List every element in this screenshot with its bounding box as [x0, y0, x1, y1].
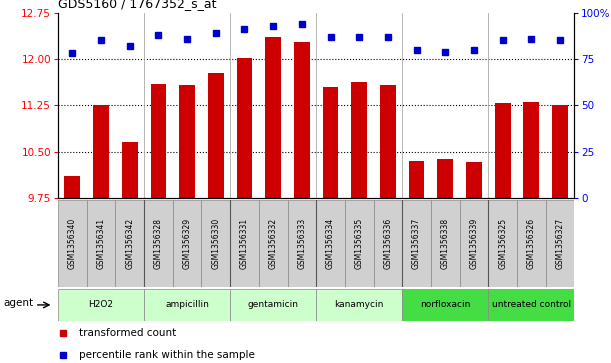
Bar [65, 176, 80, 198]
Bar [144, 200, 173, 287]
Bar [459, 200, 488, 287]
Text: GSM1356325: GSM1356325 [498, 218, 507, 269]
Text: GSM1356332: GSM1356332 [269, 218, 277, 269]
Text: GSM1356327: GSM1356327 [555, 218, 565, 269]
Bar [316, 200, 345, 287]
Bar [202, 200, 230, 287]
Text: GSM1356336: GSM1356336 [383, 217, 392, 269]
Text: kanamycin: kanamycin [335, 301, 384, 309]
Bar [230, 200, 259, 287]
Bar [58, 200, 87, 287]
Text: GSM1356329: GSM1356329 [183, 218, 192, 269]
Bar [144, 289, 230, 321]
Text: transformed count: transformed count [79, 328, 176, 338]
Bar [173, 200, 202, 287]
Text: GSM1356341: GSM1356341 [97, 218, 106, 269]
Bar [431, 200, 459, 287]
Bar [488, 289, 574, 321]
Bar [294, 42, 310, 198]
Bar [409, 161, 425, 198]
Bar [58, 289, 144, 321]
Bar [495, 103, 511, 198]
Text: H2O2: H2O2 [89, 301, 114, 309]
Text: GSM1356331: GSM1356331 [240, 218, 249, 269]
Bar [208, 73, 224, 198]
Bar [524, 102, 539, 198]
Bar [265, 37, 281, 198]
Text: percentile rank within the sample: percentile rank within the sample [79, 350, 255, 360]
Text: GSM1356328: GSM1356328 [154, 218, 163, 269]
Text: ampicillin: ampicillin [165, 301, 209, 309]
Text: GDS5160 / 1767352_s_at: GDS5160 / 1767352_s_at [58, 0, 216, 10]
Bar [236, 58, 252, 198]
Bar [402, 289, 488, 321]
Text: GSM1356340: GSM1356340 [68, 217, 77, 269]
Bar [466, 162, 482, 198]
Bar [87, 200, 115, 287]
Bar [122, 142, 137, 198]
Bar [93, 105, 109, 198]
Text: GSM1356342: GSM1356342 [125, 218, 134, 269]
Text: GSM1356338: GSM1356338 [441, 218, 450, 269]
Bar [402, 200, 431, 287]
Text: GSM1356337: GSM1356337 [412, 217, 421, 269]
Bar [150, 84, 166, 198]
Bar [323, 87, 338, 198]
Bar [488, 200, 517, 287]
Bar [373, 200, 402, 287]
Text: GSM1356339: GSM1356339 [469, 217, 478, 269]
Bar [230, 289, 316, 321]
Bar [259, 200, 288, 287]
Bar [288, 200, 316, 287]
Text: GSM1356326: GSM1356326 [527, 218, 536, 269]
Bar [552, 105, 568, 198]
Text: agent: agent [3, 298, 33, 308]
Bar [115, 200, 144, 287]
Text: gentamicin: gentamicin [247, 301, 299, 309]
Bar [351, 82, 367, 198]
Bar [345, 200, 373, 287]
Text: GSM1356330: GSM1356330 [211, 217, 221, 269]
Bar [380, 85, 396, 198]
Text: norfloxacin: norfloxacin [420, 301, 470, 309]
Text: GSM1356333: GSM1356333 [298, 217, 306, 269]
Bar [316, 289, 402, 321]
Bar [517, 200, 546, 287]
Bar [179, 85, 195, 198]
Bar [437, 159, 453, 198]
Text: GSM1356335: GSM1356335 [355, 217, 364, 269]
Bar [546, 200, 574, 287]
Text: GSM1356334: GSM1356334 [326, 217, 335, 269]
Text: untreated control: untreated control [492, 301, 571, 309]
